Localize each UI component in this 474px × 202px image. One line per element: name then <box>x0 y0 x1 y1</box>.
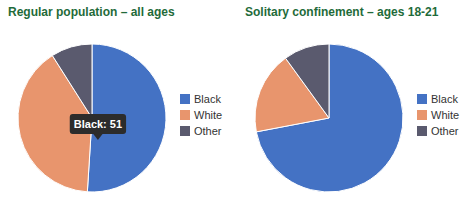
legend-item: White <box>180 109 222 121</box>
tooltip: Black: 51 <box>70 114 126 140</box>
legend-item: Other <box>417 125 459 137</box>
pie-slice <box>52 44 92 118</box>
legend-item: Other <box>180 125 222 137</box>
legend: Black White Other <box>180 93 222 137</box>
chart-title: Regular population – all ages <box>8 5 175 19</box>
tooltip-box <box>70 114 126 134</box>
tooltip-pointer <box>93 133 103 140</box>
legend-label: Black <box>431 93 458 105</box>
legend-label: White <box>194 109 222 121</box>
chart-canvas: Regular population – all ages Black White O… <box>0 0 474 202</box>
legend-swatch <box>180 110 190 120</box>
legend-swatch <box>417 94 427 104</box>
tooltip-text: Black: 51 <box>74 118 122 130</box>
legend-label: White <box>431 109 459 121</box>
pie-panel: Regular population – all ages Black White O… <box>8 5 222 192</box>
legend-swatch <box>417 126 427 136</box>
legend-item: Black <box>180 93 221 105</box>
legend-item: White <box>417 109 459 121</box>
legend-label: Other <box>431 125 459 137</box>
pie-panel: Solitary confinement – ages 18-21 Black Wh… <box>245 5 459 192</box>
legend-swatch <box>180 126 190 136</box>
legend-item: Black <box>417 93 458 105</box>
legend: Black White Other <box>417 93 459 137</box>
slices <box>18 44 166 192</box>
chart-title: Solitary confinement – ages 18-21 <box>245 5 439 19</box>
slices <box>255 44 403 192</box>
legend-label: Other <box>194 125 222 137</box>
pie-slice <box>286 44 329 118</box>
legend-swatch <box>180 94 190 104</box>
legend-swatch <box>417 110 427 120</box>
legend-label: Black <box>194 93 221 105</box>
